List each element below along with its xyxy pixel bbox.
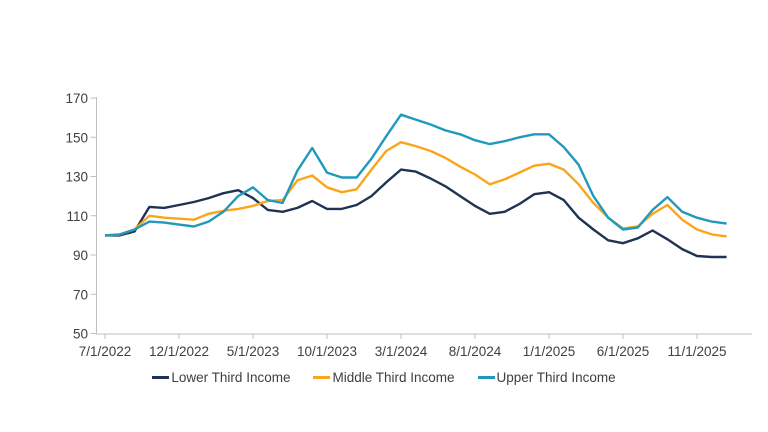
x-tick-label: 10/1/2023 [297, 344, 357, 359]
legend-item-lower-third-income: Lower Third Income [152, 370, 290, 385]
x-tick-label: 6/1/2025 [597, 344, 650, 359]
legend-item-upper-third-income: Upper Third Income [477, 370, 616, 385]
line-chart: 50 70 90 110 130 150 170 7/1/2022 12/1/2022 5/1/2… [65, 91, 752, 359]
x-tick-label: 3/1/2024 [375, 344, 428, 359]
legend-swatch-lower-third-income [152, 376, 170, 379]
y-tick-label: 50 [73, 327, 88, 342]
legend-label-middle-third-income: Middle Third Income [332, 370, 455, 385]
y-tick-label: 70 [73, 287, 88, 302]
legend-label-upper-third-income: Upper Third Income [496, 370, 616, 385]
x-tick-label: 1/1/2025 [523, 344, 576, 359]
y-tick-label: 90 [73, 248, 88, 263]
series-line-middle-third-income [104, 140, 727, 238]
x-tick-label: 12/1/2022 [149, 344, 209, 359]
series-line-lower-third-income [105, 168, 727, 259]
chart-legend: Lower Third Income Middle Third Income U… [0, 368, 768, 387]
y-tick-label: 170 [65, 91, 88, 106]
y-tick-label: 110 [66, 209, 88, 224]
y-tick-label: 150 [65, 130, 88, 145]
x-tick-label: 11/1/2025 [667, 344, 726, 359]
x-tick-label: 7/1/2022 [79, 344, 132, 359]
legend-swatch-upper-third-income [477, 376, 495, 379]
series-line-upper-third-income [104, 113, 727, 237]
legend-label-lower-third-income: Lower Third Income [171, 370, 291, 385]
y-tick-label: 130 [65, 170, 88, 185]
legend-swatch-middle-third-income [313, 376, 331, 379]
x-tick-label: 5/1/2023 [227, 344, 280, 359]
x-tick-label: 8/1/2024 [449, 344, 502, 359]
legend-item-middle-third-income: Middle Third Income [313, 370, 455, 385]
